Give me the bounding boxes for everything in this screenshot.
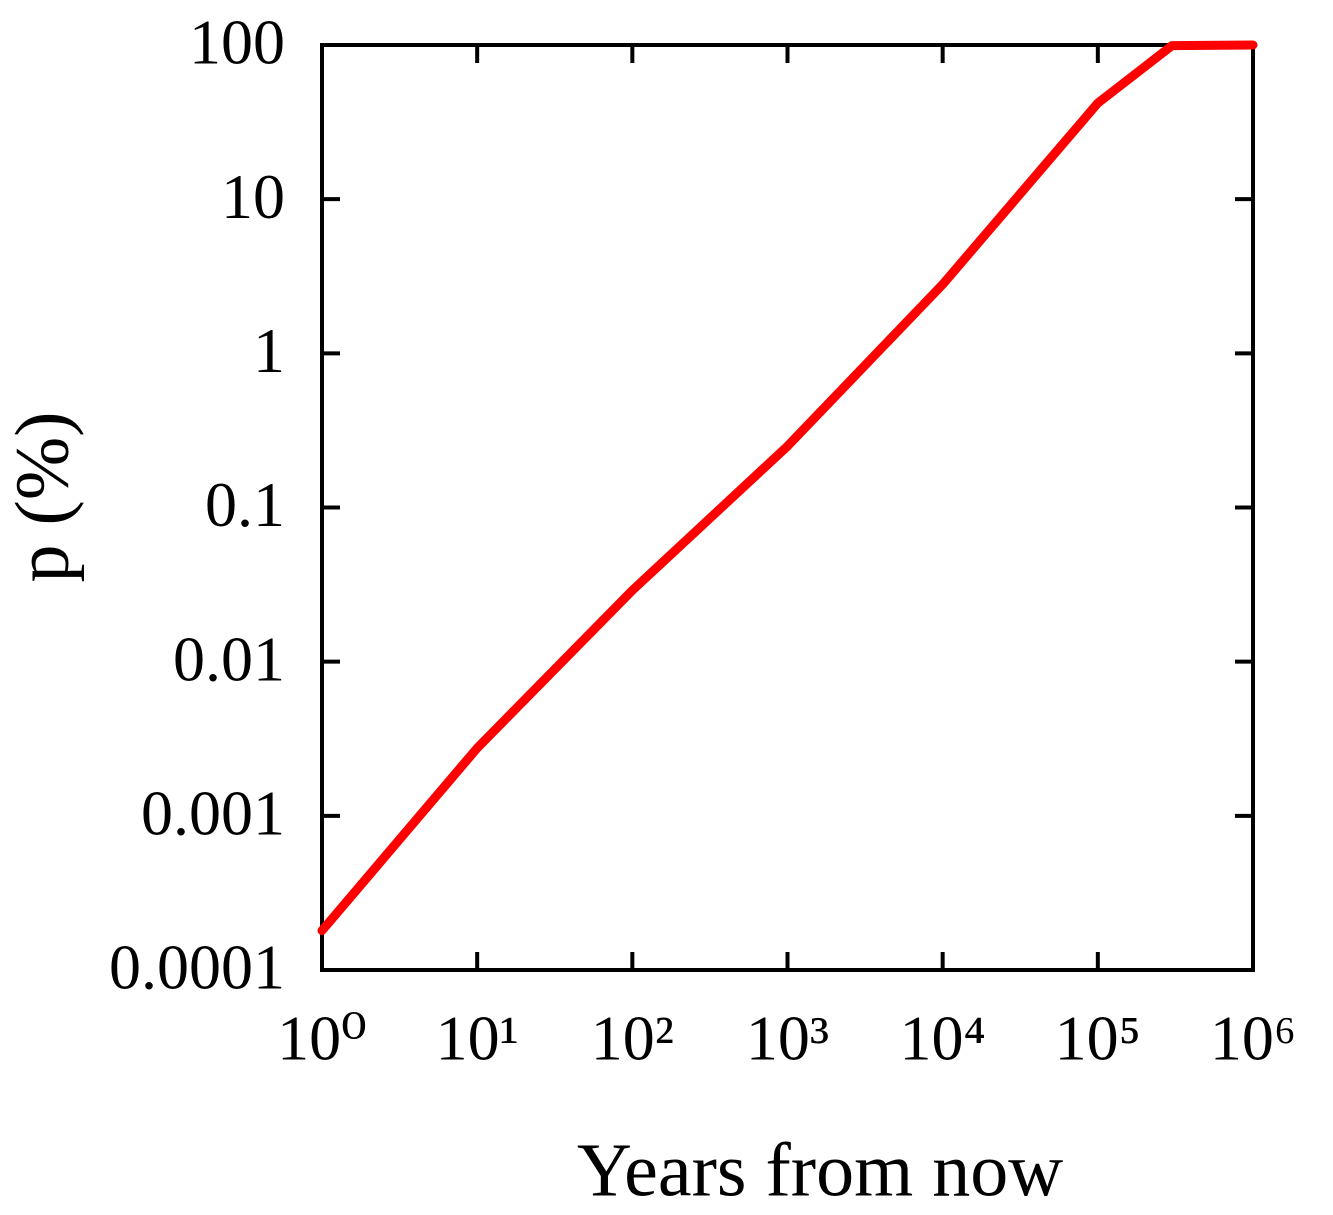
x-axis-title: Years from now xyxy=(577,1128,1063,1212)
x-tick-label: 10⁰ xyxy=(277,1003,367,1074)
x-tick-label: 10¹ xyxy=(436,1003,519,1074)
x-tick-label: 10⁵ xyxy=(1055,1003,1141,1074)
y-tick-label: 0.01 xyxy=(173,623,285,694)
y-tick-label: 0.1 xyxy=(205,469,285,540)
x-tick-label: 10³ xyxy=(746,1003,829,1074)
plot-frame xyxy=(320,43,1255,972)
x-tick-label: 10⁴ xyxy=(900,1003,986,1074)
data-line xyxy=(317,40,1258,936)
y-tick-label: 10 xyxy=(221,161,285,232)
x-tick-label: 10² xyxy=(591,1003,674,1074)
y-tick-label: 0.0001 xyxy=(109,932,285,1003)
y-axis-title: p (%) xyxy=(0,412,84,583)
x-tick-label: 10⁶ xyxy=(1210,1003,1296,1074)
y-tick-label: 1 xyxy=(253,315,285,386)
y-tick-label: 100 xyxy=(189,7,285,78)
y-tick-label: 0.001 xyxy=(141,778,285,849)
